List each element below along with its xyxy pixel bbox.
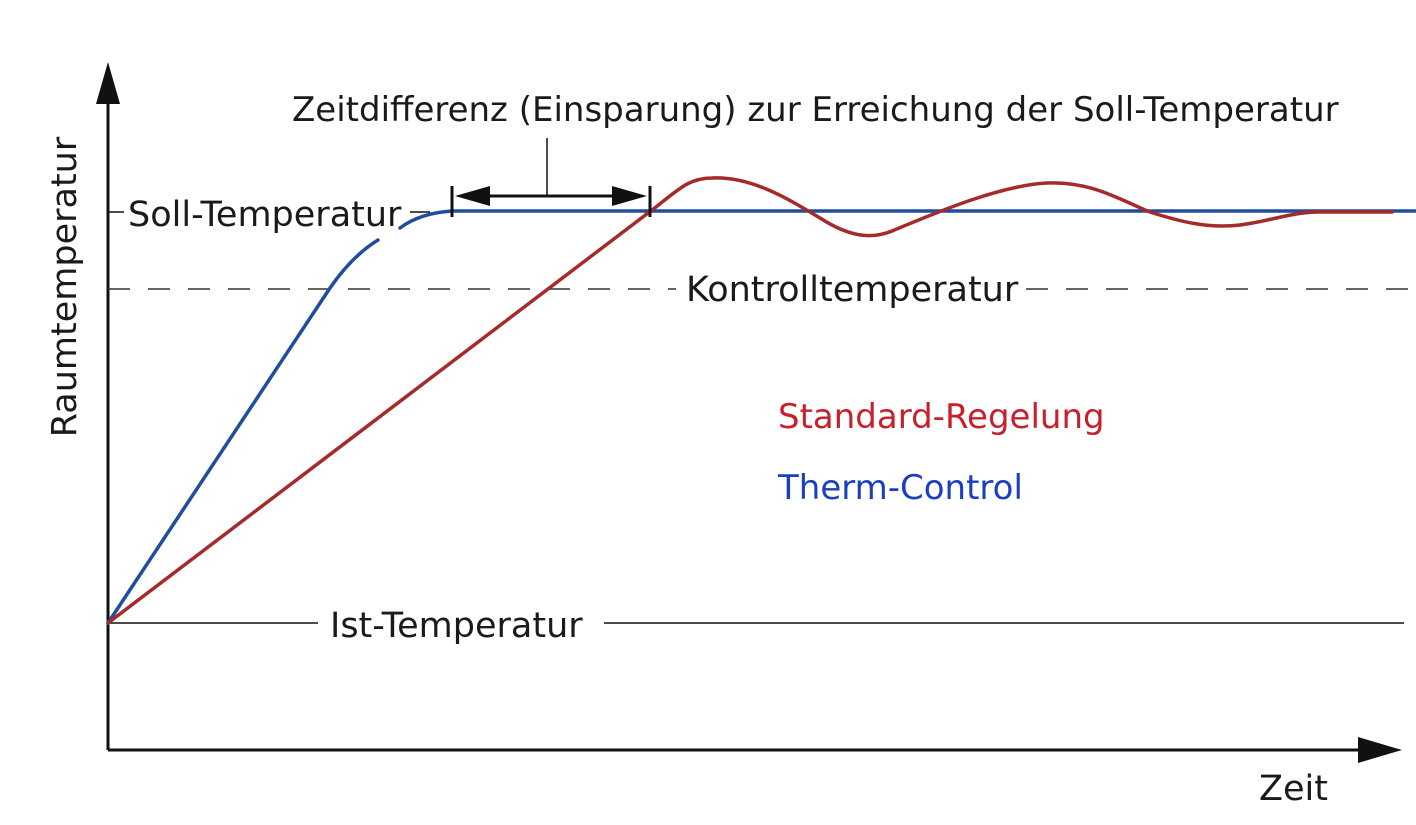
y-axis-arrow [96, 62, 120, 104]
x-axis-label: Zeit [1259, 769, 1328, 809]
bracket-arrow-right [612, 186, 647, 206]
bracket-arrow-left [455, 186, 490, 206]
soll-temperature-label: Soll-Temperatur [128, 195, 402, 235]
series-standard-regelung-line [106, 176, 1394, 625]
legend-therm-control: Therm-Control [777, 468, 1023, 508]
y-axis-label: Raumtemperatur [45, 136, 85, 437]
chart-title: Zeitdifferenz (Einsparung) zur Erreichun… [292, 90, 1339, 130]
x-axis-arrow [1358, 737, 1402, 763]
ist-temperature-label: Ist-Temperatur [330, 606, 583, 646]
legend-standard-regelung: Standard-Regelung [778, 397, 1105, 437]
kontroll-temperature-label: Kontrolltemperatur [686, 270, 1019, 310]
